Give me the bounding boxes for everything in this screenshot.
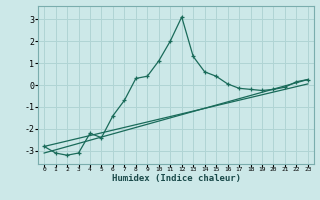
X-axis label: Humidex (Indice chaleur): Humidex (Indice chaleur) [111, 174, 241, 183]
